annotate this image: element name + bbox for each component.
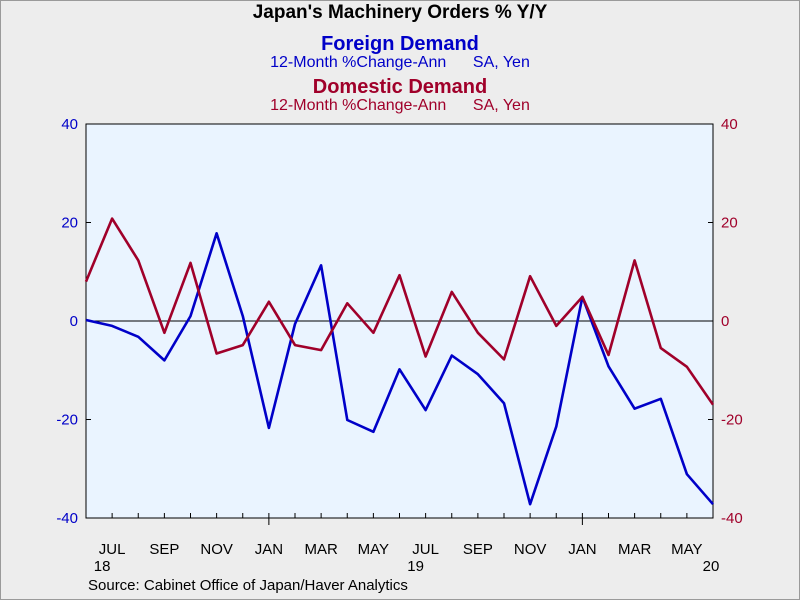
x-year-label: 18 bbox=[94, 558, 111, 575]
chart-title: Japan's Machinery Orders % Y/Y bbox=[253, 2, 548, 23]
series-lines bbox=[84, 217, 715, 506]
y-tick-label-left: 20 bbox=[61, 215, 78, 232]
x-year-label: 20 bbox=[703, 558, 720, 575]
x-tick-label: JAN bbox=[255, 541, 283, 558]
foreign-demand-units: 12-Month %Change-Ann SA, Yen bbox=[270, 54, 530, 71]
x-tick-label: NOV bbox=[514, 541, 547, 558]
x-tick-label: MAY bbox=[358, 541, 389, 558]
foreign-demand-series-title: Foreign Demand bbox=[321, 33, 479, 55]
domestic-demand-units: 12-Month %Change-Ann SA, Yen bbox=[270, 97, 530, 114]
x-tick-label: MAY bbox=[671, 541, 702, 558]
y-tick-label-left: -20 bbox=[56, 412, 78, 429]
x-tick-label: SEP bbox=[149, 541, 179, 558]
y-tick-label-right: -40 bbox=[721, 510, 743, 527]
y-tick-label-right: 40 bbox=[721, 116, 738, 133]
foreign-demand-line bbox=[85, 232, 714, 506]
source-note: Source: Cabinet Office of Japan/Haver An… bbox=[88, 577, 408, 594]
x-year-label: 19 bbox=[407, 558, 424, 575]
y-tick-label-left: 40 bbox=[61, 116, 78, 133]
x-tick-label: JUL bbox=[412, 541, 439, 558]
x-tick-label: NOV bbox=[200, 541, 233, 558]
x-tick-label: MAR bbox=[304, 541, 338, 558]
domestic-demand-series-title: Domestic Demand bbox=[313, 76, 488, 98]
y-tick-label-right: 0 bbox=[721, 313, 729, 330]
x-tick-label: JUL bbox=[99, 541, 126, 558]
x-tick-label: JAN bbox=[568, 541, 596, 558]
x-tick-label: MAR bbox=[618, 541, 652, 558]
y-tick-label-left: -40 bbox=[56, 510, 78, 527]
y-tick-label-right: -20 bbox=[721, 412, 743, 429]
y-tick-label-right: 20 bbox=[721, 215, 738, 232]
domestic-demand-line bbox=[84, 217, 715, 406]
y-tick-label-left: 0 bbox=[70, 313, 78, 330]
x-tick-label: SEP bbox=[463, 541, 493, 558]
